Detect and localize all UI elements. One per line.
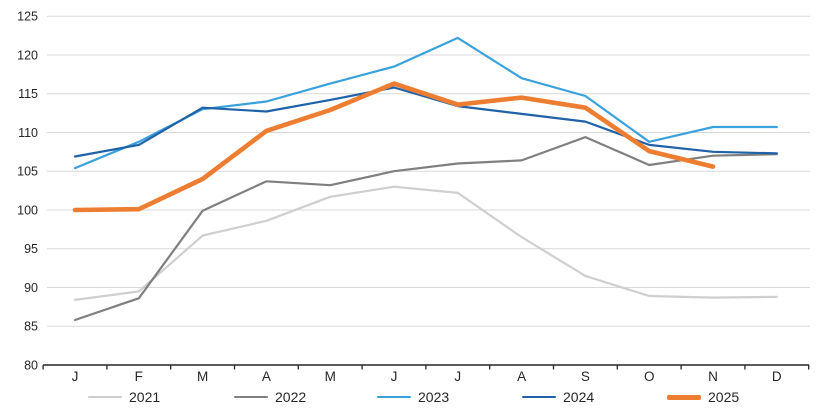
series-line-2024 — [73, 86, 778, 158]
x-tick-label-2: M — [197, 369, 208, 384]
x-tick-label-11: D — [772, 369, 782, 384]
legend-item-2022: 2022 — [234, 386, 306, 408]
y-tick-label-95: 95 — [24, 242, 38, 256]
series-line-2023 — [73, 36, 778, 170]
legend-swatch-2023 — [377, 395, 411, 399]
x-tick-label-4: M — [325, 369, 336, 384]
y-tick-label-85: 85 — [24, 320, 38, 334]
x-tick-label-9: O — [644, 369, 655, 384]
legend-item-2023: 2023 — [377, 386, 449, 408]
legend-label-2024: 2024 — [563, 389, 595, 405]
y-tick-label-80: 80 — [24, 359, 38, 373]
legend-item-2024: 2024 — [522, 386, 594, 408]
legend-swatch-2021 — [88, 395, 122, 399]
series-line-2022 — [73, 136, 778, 322]
legend-label-2022: 2022 — [275, 389, 307, 405]
y-tick-label-90: 90 — [24, 281, 38, 295]
series-line-2025 — [72, 81, 716, 213]
series-line-2021 — [73, 185, 778, 301]
y-tick-label-100: 100 — [17, 203, 38, 217]
y-tick-label-110: 110 — [18, 126, 38, 140]
legend-item-2021: 2021 — [88, 386, 160, 408]
x-tick-label-3: A — [262, 369, 271, 384]
x-tick-label-6: J — [454, 369, 461, 384]
x-tick-label-7: A — [517, 369, 526, 384]
y-tick-label-115: 115 — [18, 87, 38, 101]
x-tick-label-1: F — [135, 369, 143, 384]
x-tick-label-0: J — [72, 369, 79, 384]
x-tick-label-5: J — [391, 369, 398, 384]
legend-item-2025: 2025 — [667, 386, 739, 408]
legend-label-2023: 2023 — [418, 389, 450, 405]
y-tick-label-125: 125 — [17, 10, 38, 24]
chart-legend: 2021 2022 2023 2024 2025 — [0, 386, 820, 412]
legend-swatch-2022 — [234, 395, 268, 399]
legend-swatch-2024 — [522, 395, 556, 399]
x-tick-label-10: N — [708, 369, 718, 384]
y-tick-label-120: 120 — [17, 48, 38, 62]
legend-swatch-2025 — [667, 394, 701, 400]
x-tick-label-8: S — [581, 369, 590, 384]
legend-label-2021: 2021 — [129, 389, 161, 405]
legend-label-2025: 2025 — [708, 389, 740, 405]
y-tick-label-105: 105 — [17, 165, 38, 179]
